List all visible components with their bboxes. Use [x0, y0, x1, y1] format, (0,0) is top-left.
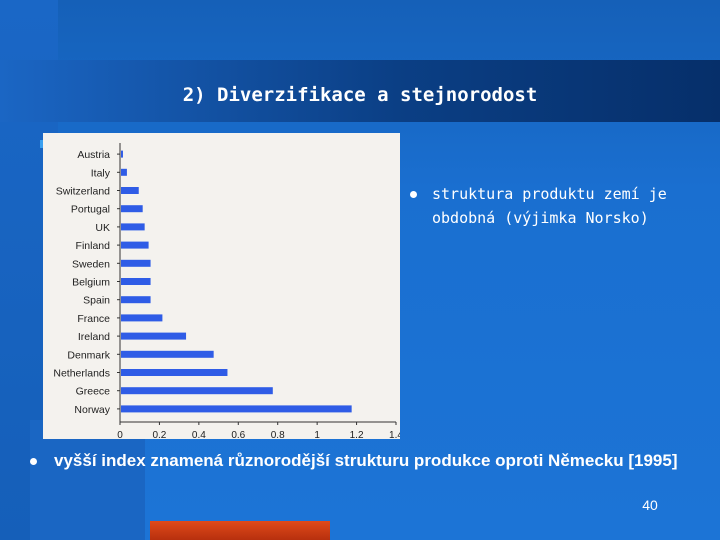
- bar: [121, 223, 145, 231]
- category-label: Switzerland: [56, 186, 110, 198]
- category-label: Netherlands: [53, 368, 110, 380]
- bar: [121, 369, 228, 376]
- bar: [121, 314, 163, 322]
- page-number: 40: [642, 497, 658, 513]
- bar: [121, 350, 214, 358]
- x-tick-label: 0.2: [152, 430, 166, 439]
- x-tick-label: 0: [117, 430, 123, 439]
- bar: [121, 241, 149, 249]
- x-tick-label: 0.4: [192, 430, 206, 439]
- bar: [121, 259, 151, 267]
- category-label: Belgium: [72, 277, 110, 289]
- x-tick-label: 1.4: [389, 430, 400, 439]
- bar: [121, 150, 123, 158]
- bar-chart-svg: Austria Italy Switzerland Portugal UK Finland…: [53, 143, 400, 439]
- bar: [121, 168, 127, 176]
- category-label: Denmark: [67, 349, 110, 361]
- category-label: France: [77, 313, 110, 325]
- slide-title: 2) Diverzifikace a stejnorodost: [182, 84, 538, 106]
- bar-chart: Austria Italy Switzerland Portugal UK Finland…: [43, 133, 400, 439]
- bullet-icon: [410, 191, 417, 198]
- bar: [121, 387, 273, 395]
- category-label: Sweden: [72, 258, 110, 270]
- category-label: Ireland: [78, 331, 110, 343]
- category-label: Austria: [77, 149, 110, 161]
- bullet-index: vyšší index znamená různorodější struktu…: [30, 450, 680, 471]
- x-tick-label: 1: [314, 430, 320, 439]
- bar: [121, 205, 143, 213]
- bullet-icon: [30, 458, 37, 465]
- bar: [121, 332, 187, 340]
- bullet-structure: struktura produktu zemí je obdobná (výji…: [410, 182, 700, 230]
- category-label: Portugal: [71, 204, 110, 216]
- bar: [121, 405, 352, 413]
- x-tick-label: 0.6: [231, 430, 245, 439]
- category-label: Norway: [74, 404, 110, 416]
- bar: [121, 296, 151, 304]
- bottom-accent-bar: [150, 521, 330, 540]
- left-lower-decor-band: [30, 420, 145, 540]
- bullet-index-text: vyšší index znamená různorodější struktu…: [54, 451, 678, 470]
- title-band: [0, 60, 720, 122]
- bullet-structure-text: struktura produktu zemí je obdobná (výji…: [432, 185, 667, 227]
- bar: [121, 278, 151, 285]
- x-tick-label: 1.2: [350, 430, 364, 439]
- category-label: Italy: [91, 167, 111, 179]
- bar: [121, 187, 139, 194]
- category-label: Greece: [76, 386, 111, 398]
- category-label: Finland: [76, 240, 111, 252]
- category-label: Spain: [83, 295, 110, 307]
- x-tick-label: 0.8: [271, 430, 285, 439]
- category-label: UK: [95, 222, 110, 234]
